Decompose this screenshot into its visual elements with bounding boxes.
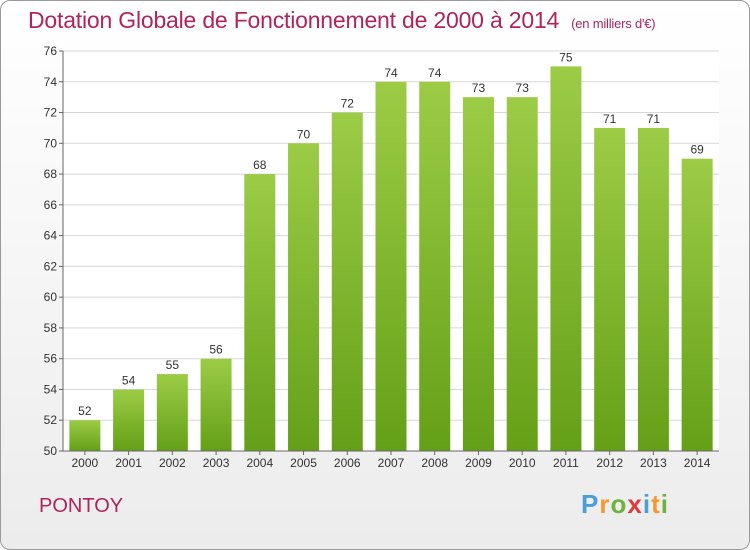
x-tick-label: 2006 bbox=[334, 456, 361, 470]
data-label: 74 bbox=[384, 66, 398, 80]
bar bbox=[594, 127, 626, 451]
bar bbox=[506, 97, 538, 452]
y-tick-label: 56 bbox=[44, 352, 58, 366]
x-tick-label: 2011 bbox=[553, 456, 579, 470]
y-tick-label: 64 bbox=[44, 229, 58, 243]
data-label: 73 bbox=[516, 81, 530, 95]
bar bbox=[331, 112, 363, 452]
x-tick-label: 2005 bbox=[290, 456, 317, 470]
logo-letter: i bbox=[642, 489, 652, 519]
data-label: 54 bbox=[122, 373, 136, 387]
data-label: 52 bbox=[78, 404, 92, 418]
chart-title: Dotation Globale de Fonctionnement de 20… bbox=[28, 7, 656, 34]
logo-letter: P bbox=[581, 489, 600, 519]
x-tick-label: 2003 bbox=[203, 456, 230, 470]
x-tick-label: 2004 bbox=[246, 456, 273, 470]
y-tick-label: 68 bbox=[44, 167, 58, 181]
x-tick-label: 2008 bbox=[421, 456, 448, 470]
y-tick-label: 52 bbox=[44, 413, 58, 427]
bars bbox=[69, 66, 713, 452]
bar bbox=[681, 158, 713, 451]
data-label: 73 bbox=[472, 81, 486, 95]
data-label: 72 bbox=[341, 97, 355, 111]
logo-letter: r bbox=[599, 489, 611, 519]
data-label: 70 bbox=[297, 127, 311, 141]
logo-letter: o bbox=[610, 489, 628, 519]
logo-letter: t bbox=[651, 489, 661, 519]
bar bbox=[419, 81, 451, 452]
data-label: 68 bbox=[253, 158, 267, 172]
y-tick-label: 60 bbox=[44, 290, 58, 304]
data-label: 71 bbox=[603, 112, 617, 126]
y-tick-label: 58 bbox=[44, 321, 58, 335]
y-tick-label: 50 bbox=[44, 444, 58, 458]
y-tick-label: 54 bbox=[44, 382, 58, 396]
data-label: 56 bbox=[209, 343, 223, 357]
bar bbox=[550, 66, 582, 451]
y-tick-label: 74 bbox=[44, 75, 58, 89]
bar bbox=[462, 97, 494, 452]
data-label: 69 bbox=[690, 143, 704, 157]
y-tick-label: 62 bbox=[44, 259, 58, 273]
proxiti-logo: Proxiti bbox=[581, 489, 669, 520]
data-label: 75 bbox=[559, 50, 573, 64]
chart-subtitle: (en milliers d'€) bbox=[571, 16, 656, 31]
y-axis: 50 52 54 56 58 60 62 64 66 68 70 72 74 76 bbox=[44, 44, 64, 458]
bar bbox=[244, 174, 276, 452]
bar bbox=[200, 358, 232, 451]
x-tick-label: 2001 bbox=[115, 456, 142, 470]
bar bbox=[288, 143, 320, 452]
logo-letter: i bbox=[660, 489, 669, 519]
data-label: 74 bbox=[428, 66, 442, 80]
commune-name: PONTOY bbox=[39, 495, 124, 517]
x-axis: 2000 2001 2002 2003 2004 2005 2006 2007 2008 2009… bbox=[63, 450, 719, 470]
logo-letter: x bbox=[627, 489, 643, 519]
data-labels: 52 54 55 56 68 70 72 74 74 73 73 75 71 71 69 bbox=[78, 50, 704, 418]
x-tick-label: 2013 bbox=[640, 456, 667, 470]
bar bbox=[156, 374, 188, 451]
bar bbox=[375, 81, 407, 452]
x-tick-label: 2012 bbox=[596, 456, 623, 470]
bar bbox=[69, 420, 101, 451]
y-tick-label: 72 bbox=[44, 106, 58, 120]
data-label: 55 bbox=[166, 358, 180, 372]
x-tick-label: 2014 bbox=[684, 456, 711, 470]
x-tick-label: 2002 bbox=[159, 456, 186, 470]
x-tick-label: 2007 bbox=[378, 456, 405, 470]
title-text: Dotation Globale de Fonctionnement de 20… bbox=[28, 7, 560, 33]
bar bbox=[113, 389, 145, 451]
y-tick-label: 66 bbox=[44, 198, 58, 212]
x-tick-label: 2000 bbox=[72, 456, 99, 470]
data-label: 71 bbox=[647, 112, 661, 126]
y-tick-label: 76 bbox=[44, 44, 58, 58]
x-tick-label: 2010 bbox=[509, 456, 536, 470]
bar bbox=[637, 127, 669, 451]
x-tick-label: 2009 bbox=[465, 456, 492, 470]
y-tick-label: 70 bbox=[44, 136, 58, 150]
